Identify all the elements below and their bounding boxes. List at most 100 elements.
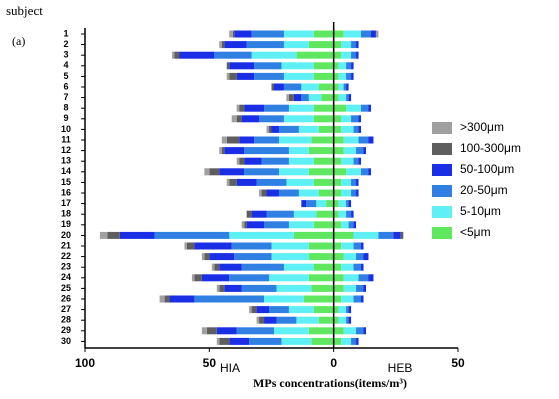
bar-segment bbox=[361, 104, 369, 112]
bar-segment bbox=[283, 115, 314, 123]
x-tick-label: 50 bbox=[203, 356, 217, 370]
bar-segment bbox=[363, 147, 366, 155]
bar-segment bbox=[283, 72, 314, 80]
bar-segment bbox=[261, 189, 267, 197]
legend-swatch bbox=[432, 185, 452, 197]
bar-segment bbox=[266, 210, 294, 218]
bar-segment bbox=[232, 30, 235, 38]
bar-segment bbox=[333, 30, 344, 38]
bar-segment bbox=[370, 30, 376, 38]
bar-segment bbox=[346, 316, 349, 324]
bar-segment bbox=[313, 306, 334, 314]
y-tick-label: 7 bbox=[63, 92, 68, 102]
bar-segment bbox=[351, 115, 359, 123]
bar-segment bbox=[318, 189, 334, 197]
legend-label: 5-10μm bbox=[460, 204, 501, 218]
bar-segment bbox=[224, 147, 245, 155]
y-tick-label: 17 bbox=[61, 198, 71, 208]
bar-segment bbox=[169, 295, 195, 303]
bar-segment bbox=[239, 136, 255, 144]
bar-segment bbox=[259, 316, 265, 324]
bar-segment bbox=[308, 242, 334, 250]
bar-segment bbox=[313, 62, 334, 70]
bar-segment bbox=[346, 104, 362, 112]
bar-segment bbox=[333, 242, 342, 250]
bar-segment bbox=[241, 115, 260, 123]
bar-segment bbox=[313, 157, 334, 165]
y-tick-label: 5 bbox=[63, 71, 68, 81]
bar-segment bbox=[343, 136, 359, 144]
bar-segment bbox=[236, 327, 274, 335]
bar-segment bbox=[318, 125, 334, 133]
bar-segment bbox=[348, 221, 354, 229]
bar-segment bbox=[343, 147, 357, 155]
bar-segment bbox=[333, 178, 342, 186]
bar-segment bbox=[313, 72, 334, 80]
bar-segment bbox=[333, 104, 347, 112]
side-label: HEB bbox=[388, 361, 413, 375]
y-tick-label: 14 bbox=[61, 166, 71, 176]
bar-segment bbox=[353, 263, 362, 271]
bar-segment bbox=[216, 284, 220, 292]
y-tick-label: 4 bbox=[63, 60, 68, 70]
bar-segment bbox=[226, 62, 230, 70]
y-tick-label: 24 bbox=[61, 272, 71, 282]
bar-segment bbox=[288, 157, 314, 165]
bar-segment bbox=[214, 263, 220, 271]
bar-segment bbox=[214, 51, 252, 59]
bar-segment bbox=[348, 306, 352, 314]
bar-segment bbox=[326, 200, 334, 208]
bar-segment bbox=[226, 72, 230, 80]
bar-segment bbox=[341, 295, 354, 303]
bar-segment bbox=[353, 157, 359, 165]
y-tick-label: 22 bbox=[61, 251, 71, 261]
bar-segment bbox=[308, 41, 334, 49]
bar-segment bbox=[236, 157, 240, 165]
bar-segment bbox=[333, 295, 342, 303]
bar-segment bbox=[239, 157, 245, 165]
bar-segment bbox=[353, 242, 362, 250]
y-tick-label: 18 bbox=[61, 209, 71, 219]
bar-segment bbox=[363, 327, 366, 335]
bar-segment bbox=[251, 30, 284, 38]
bar-segment bbox=[363, 253, 369, 261]
legend-swatch bbox=[432, 164, 452, 176]
bar-segment bbox=[174, 51, 180, 59]
bar-segment bbox=[301, 200, 307, 208]
bar-segment bbox=[229, 178, 237, 186]
bar-segment bbox=[107, 231, 120, 239]
bar-segment bbox=[311, 284, 334, 292]
y-tick-label: 12 bbox=[61, 145, 71, 155]
bar-segment bbox=[333, 316, 339, 324]
bar-segment bbox=[333, 284, 344, 292]
bar-segment bbox=[338, 306, 347, 314]
bar-segment bbox=[358, 136, 369, 144]
bar-segment bbox=[298, 189, 319, 197]
bar-segment bbox=[356, 337, 359, 345]
bar-segment bbox=[313, 178, 334, 186]
bar-segment bbox=[306, 200, 317, 208]
bar-segment bbox=[119, 231, 155, 239]
bar-segment bbox=[186, 242, 195, 250]
bar-segment bbox=[164, 295, 170, 303]
bar-segment bbox=[351, 51, 357, 59]
bar-segment bbox=[229, 62, 255, 70]
y-tick-label: 2 bbox=[63, 39, 68, 49]
bar-segment bbox=[251, 306, 257, 314]
bar-segment bbox=[236, 178, 257, 186]
legend-swatch bbox=[432, 227, 452, 239]
bar-segment bbox=[400, 231, 404, 239]
bar-segment bbox=[333, 221, 342, 229]
bar-segment bbox=[351, 72, 354, 80]
bar-segment bbox=[368, 104, 371, 112]
bar-segment bbox=[293, 210, 317, 218]
bar-segment bbox=[356, 41, 359, 49]
bar-segment bbox=[338, 94, 347, 102]
y-tick-label: 9 bbox=[63, 113, 68, 123]
bar-segment bbox=[206, 327, 217, 335]
bar-segment bbox=[219, 284, 225, 292]
bar-segment bbox=[303, 295, 334, 303]
bar-segment bbox=[229, 231, 294, 239]
bar-segment bbox=[393, 231, 401, 239]
bar-segment bbox=[288, 306, 314, 314]
